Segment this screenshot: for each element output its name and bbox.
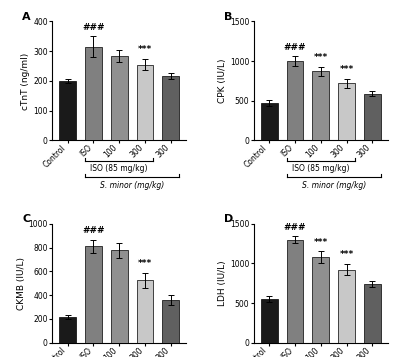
Y-axis label: CKMB (IU/L): CKMB (IU/L) bbox=[17, 257, 26, 310]
Bar bbox=[137, 280, 154, 343]
Text: ###: ### bbox=[82, 226, 105, 235]
Bar bbox=[59, 81, 76, 140]
Text: ISO (85 mg/kg): ISO (85 mg/kg) bbox=[90, 164, 148, 173]
Bar bbox=[162, 76, 179, 140]
Text: ***: *** bbox=[138, 259, 152, 268]
Y-axis label: cTnT (ng/ml): cTnT (ng/ml) bbox=[22, 52, 30, 110]
Bar bbox=[59, 317, 76, 343]
Text: B: B bbox=[224, 12, 232, 22]
Text: ###: ### bbox=[82, 22, 105, 31]
Text: ***: *** bbox=[314, 238, 328, 247]
Bar bbox=[364, 284, 381, 343]
Bar bbox=[137, 65, 154, 140]
Bar bbox=[162, 300, 179, 343]
Bar bbox=[364, 94, 381, 140]
Text: ###: ### bbox=[284, 223, 306, 232]
Bar bbox=[111, 56, 128, 140]
Text: ***: *** bbox=[340, 250, 354, 260]
Bar bbox=[312, 71, 329, 140]
Bar bbox=[111, 251, 128, 343]
Text: D: D bbox=[224, 214, 233, 224]
Y-axis label: LDH (IU/L): LDH (IU/L) bbox=[218, 260, 227, 306]
Bar bbox=[261, 103, 278, 140]
Text: A: A bbox=[22, 12, 31, 22]
Text: ***: *** bbox=[340, 65, 354, 74]
Bar bbox=[261, 299, 278, 343]
Bar bbox=[338, 83, 355, 140]
Bar bbox=[85, 47, 102, 140]
Bar bbox=[312, 257, 329, 343]
Bar bbox=[338, 270, 355, 343]
Text: ***: *** bbox=[138, 45, 152, 54]
Text: S. minor (mg/kg): S. minor (mg/kg) bbox=[100, 181, 164, 190]
Text: ###: ### bbox=[284, 42, 306, 51]
Text: S. minor (mg/kg): S. minor (mg/kg) bbox=[302, 181, 366, 190]
Bar bbox=[85, 246, 102, 343]
Bar bbox=[286, 61, 303, 140]
Text: ***: *** bbox=[314, 53, 328, 62]
Text: C: C bbox=[22, 214, 30, 224]
Text: ISO (85 mg/kg): ISO (85 mg/kg) bbox=[292, 164, 350, 173]
Bar bbox=[286, 240, 303, 343]
Y-axis label: CPK (IU/L): CPK (IU/L) bbox=[218, 59, 227, 103]
